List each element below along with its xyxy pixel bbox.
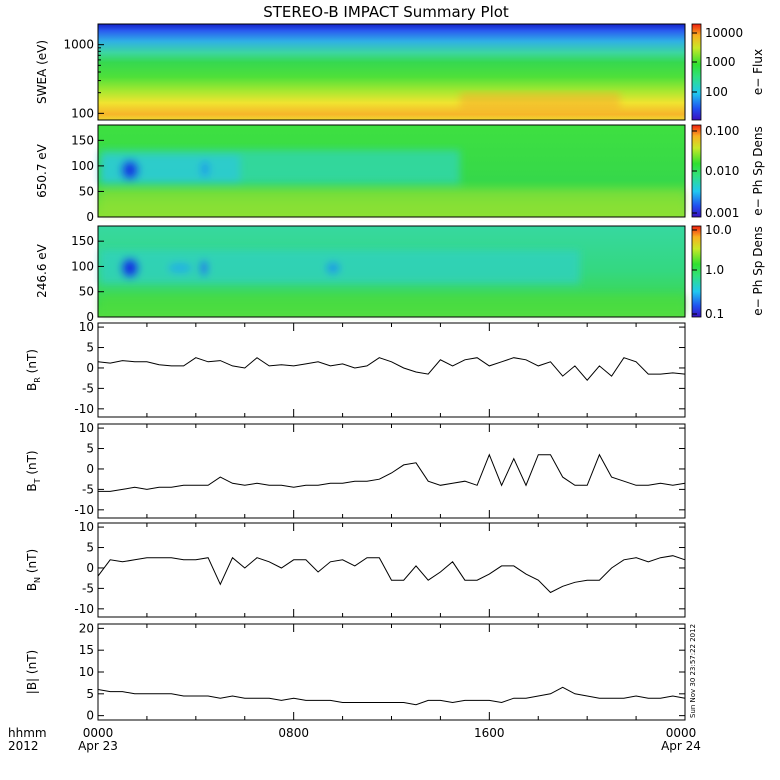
pad246-frame (97, 225, 686, 318)
swea-cbar-ticks-label-0: 10000 (705, 26, 743, 40)
pad246-cbar-ticks-label-2: 0.1 (705, 307, 724, 321)
pad650-yaxis-tick-label-0: 150 (71, 133, 94, 147)
line-panel-frame (97, 423, 686, 519)
magnetic-field-panels: 10 5 0 -5 -10 BR (nT) 10 5 0 -5 -10 BT (nT) 10 5 0 -5 -1… (25, 320, 686, 723)
ytick-label: -10 (74, 503, 94, 517)
pad650-yaxis-tick-label-1: 100 (71, 159, 94, 173)
x-tick-1: 0800 (278, 726, 309, 740)
pad650-yaxis-tick-label-3: 0 (86, 210, 94, 224)
swea-heatmap-bright-band (460, 92, 620, 110)
pad650-colorbar-label: e− Ph Sp Dens (751, 126, 765, 215)
pad246-colorbar (691, 225, 702, 318)
series-line (97, 686, 686, 706)
line-panel-frame (97, 322, 686, 418)
series-line (97, 357, 686, 381)
line-panel-ylabel: BR (nT) (25, 349, 42, 391)
swea-colorbar-ticks: 10000 1000 100 (692, 26, 743, 99)
ytick-label: 0 (86, 361, 94, 375)
swea-cbar-ticks-label-2: 100 (705, 85, 728, 99)
ytick-label: 15 (79, 643, 94, 657)
swea-cbar-ticks-label-1: 1000 (705, 55, 736, 69)
year-label: 2012 (8, 739, 39, 753)
x-tick-0: 0000 (83, 726, 114, 740)
ytick-label: 5 (86, 341, 94, 355)
pad650-cbar-ticks-label-0: 0.100 (705, 124, 739, 138)
swea-ytick-label-1: 100 (71, 106, 94, 120)
ytick-label: -10 (74, 402, 94, 416)
time-axis-labels: hhmm 2012 0000 0800 1600 0000 Apr 23 Apr… (8, 726, 701, 753)
x-tick-3: 0000 (666, 726, 697, 740)
ytick-label: 10 (79, 665, 94, 679)
ytick-label: 5 (86, 541, 94, 555)
panel-pad-246eV: 150 100 50 0 246.6 eV 10.0 1.0 0.1 e− Ph Sp D… (35, 223, 765, 324)
panel-swea-spectrogram: 1000 100 SWEA (eV) 10000 1000 100 e− Flux (35, 23, 765, 121)
series-line (98, 453, 686, 492)
pad246-y-axis: 150 100 50 0 (71, 234, 104, 324)
pad246-features (100, 250, 685, 315)
ytick-label: -5 (82, 482, 94, 496)
ytick-label: -5 (82, 581, 94, 595)
ytick-label: 10 (79, 520, 94, 534)
ytick-label: 0 (86, 462, 94, 476)
series-line (97, 555, 686, 594)
pad650-yaxis-tick-label-2: 50 (79, 184, 94, 198)
x-date-3: Apr 24 (661, 739, 701, 753)
swea-colorbar-label: e− Flux (751, 49, 765, 95)
panel-bn: 10 5 0 -5 -10 BN (nT) (25, 520, 686, 618)
swea-ylabel: SWEA (eV) (35, 40, 49, 104)
swea-y-axis: 1000 100 (63, 38, 104, 120)
pad650-cbar-ticks-label-2: 0.001 (705, 206, 739, 220)
pad246-yaxis-tick-label-0: 150 (71, 234, 94, 248)
ytick-label: 0 (86, 561, 94, 575)
line-panel-ylabel: BN (nT) (25, 549, 42, 591)
line-panel-frame (97, 623, 686, 721)
pad246-colorbar-label: e− Ph Sp Dens (751, 226, 765, 315)
panel-pad-650eV: 150 100 50 0 650.7 eV 0.100 0.010 0.001 e− Ph… (35, 124, 765, 224)
ytick-label: 5 (86, 687, 94, 701)
ytick-label: 0 (86, 709, 94, 723)
pad650-features (100, 150, 685, 215)
figure-title: STEREO-B IMPACT Summary Plot (263, 3, 509, 21)
pad650-frame (97, 124, 686, 218)
ytick-label: 10 (79, 320, 94, 334)
pad246-colorbar-ticks: 10.0 1.0 0.1 (692, 223, 732, 321)
swea-colorbar (691, 23, 702, 121)
pad246-yaxis-tick-label-3: 0 (86, 310, 94, 324)
ytick-label: -5 (82, 381, 94, 395)
pad650-cbar-ticks-label-1: 0.010 (705, 164, 739, 178)
pad246-yaxis-tick-label-2: 50 (79, 285, 94, 299)
pad650-y-axis: 150 100 50 0 (71, 133, 104, 224)
panel-bt: 10 5 0 -5 -10 BT (nT) (25, 421, 686, 519)
ytick-label: 20 (79, 621, 94, 635)
panel-bmag: 20 15 10 5 0 |B| (nT) (25, 621, 686, 723)
plot-timestamp: Sun Nov 30 23:57:22 2012 (689, 624, 697, 718)
ytick-label: 10 (79, 421, 94, 435)
hhmm-label: hhmm (8, 726, 47, 740)
line-panel-ylabel: |B| (nT) (25, 650, 39, 694)
pad650-ylabel: 650.7 eV (35, 143, 49, 198)
panel-br: 10 5 0 -5 -10 BR (nT) (25, 320, 686, 418)
x-tick-2: 1600 (474, 726, 505, 740)
pad246-ylabel: 246.6 eV (35, 243, 49, 298)
pad246-cbar-ticks-label-1: 1.0 (705, 263, 724, 277)
ytick-label: 5 (86, 442, 94, 456)
ytick-label: -10 (74, 602, 94, 616)
line-panel-frame (97, 522, 686, 618)
pad650-colorbar-ticks: 0.100 0.010 0.001 (692, 124, 739, 220)
swea-ytick-label-0: 1000 (63, 38, 94, 52)
x-date-0: Apr 23 (78, 739, 118, 753)
pad246-cbar-ticks-label-0: 10.0 (705, 223, 732, 237)
line-panel-ylabel: BT (nT) (25, 450, 42, 491)
pad246-yaxis-tick-label-1: 100 (71, 259, 94, 273)
